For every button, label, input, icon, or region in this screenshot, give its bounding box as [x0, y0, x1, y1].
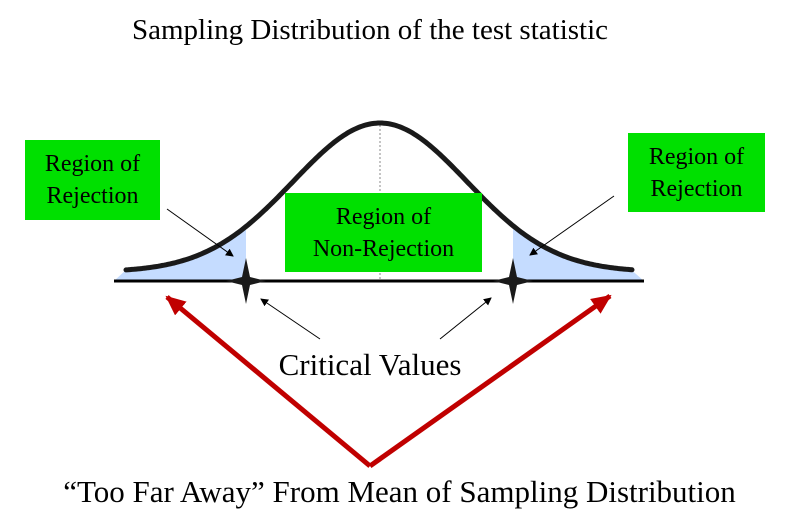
right-rejection-arrow: [529, 195, 615, 256]
critical-arrow-left: [260, 298, 321, 340]
critical-value-star-right: [493, 258, 533, 304]
label-line: Region of: [648, 143, 745, 170]
left-rejection-arrow: [166, 208, 234, 257]
red-arrow-left: [165, 295, 372, 468]
left-rejection-label: Region of Rejection: [25, 140, 160, 220]
critical-values-label: Critical Values: [278, 347, 462, 382]
label-line: Region of: [44, 151, 141, 177]
left-rejection-region: [114, 226, 246, 281]
label-line: Rejection: [46, 183, 139, 209]
label-line: Non-Rejection: [312, 235, 455, 262]
footer-caption: “Too Far Away” From Mean of Sampling Dis…: [63, 474, 736, 509]
label-line: Rejection: [650, 175, 743, 202]
critical-arrow-right: [439, 297, 492, 340]
red-arrow-right: [368, 293, 612, 469]
non-rejection-label: Region of Non-Rejection: [285, 193, 482, 272]
right-rejection-label: Region of Rejection: [628, 133, 765, 212]
diagram-title: Sampling Distribution of the test statis…: [131, 14, 609, 46]
right-rejection-region: [513, 225, 644, 281]
bell-curve: [123, 120, 635, 273]
critical-value-star-left: [226, 258, 266, 304]
label-line: Region of: [335, 203, 432, 230]
